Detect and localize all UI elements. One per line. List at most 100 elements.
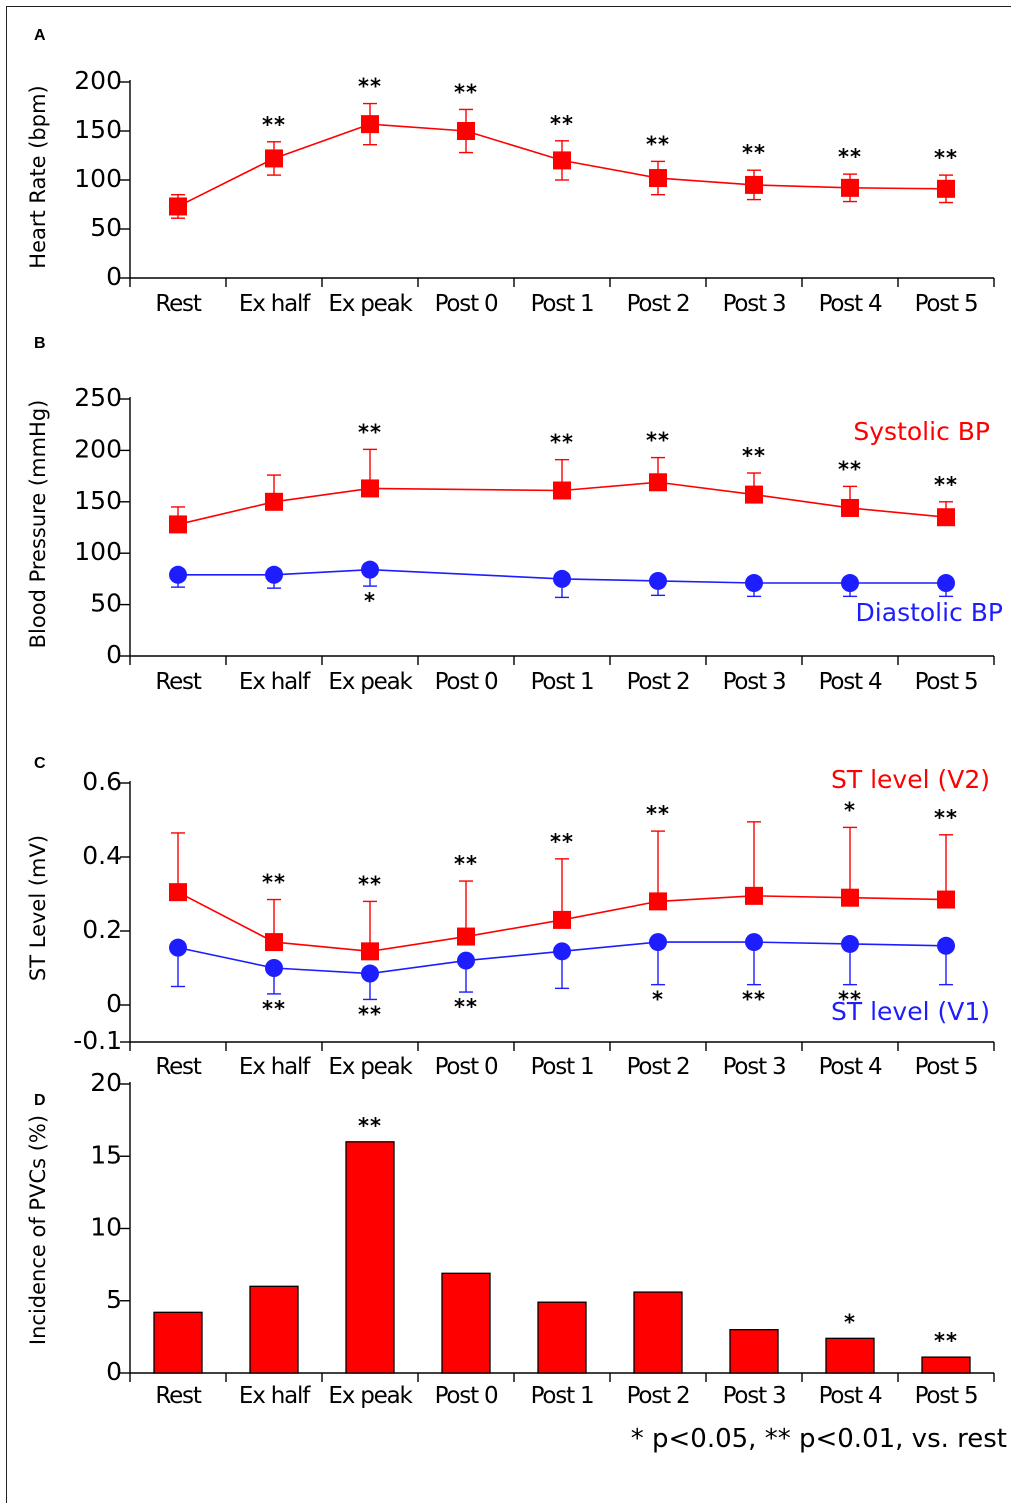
panel-a-x-tick-label: Rest [155, 291, 201, 317]
panel-d-plot: 0 5 10 15 20 Rest Ex half Ex peak Post 0 Post 1 Po… [90, 1068, 995, 1409]
panel-b-x-tick-label: Post 1 [531, 669, 594, 695]
panel-d-x-tick-label: Post 5 [915, 1383, 978, 1409]
panel-c-point [937, 890, 955, 909]
panel-c-series-label: ST level (V2) [831, 765, 990, 794]
panel-a-plot: 0 50 100 150 200 Rest Ex half Ex peak Post 0 Post… [74, 66, 995, 317]
panel-b-series-label: Diastolic BP [856, 598, 1003, 627]
panel-b-series-label: Systolic BP [853, 417, 990, 446]
panel-d-x-tick-label: Post 2 [627, 1383, 690, 1409]
panel-a-y-tick-label: 200 [74, 66, 122, 95]
panel-b-sig-label: ** [838, 457, 862, 481]
panel-c-point [553, 942, 571, 961]
panel-a-x-tick-label: Post 5 [915, 291, 978, 317]
panel-d-sig-label: * [844, 1310, 856, 1334]
panel-c-sig-label: ** [358, 1002, 382, 1026]
panel-b-x-tick-label: Post 4 [819, 669, 882, 695]
panel-b-point [745, 485, 763, 504]
panel-b-x-tick-label: Ex half [239, 669, 311, 695]
panel-c-sig-label: ** [262, 997, 286, 1021]
panel-b-x-tick-label: Post 2 [627, 669, 690, 695]
panel-a-x-tick-label: Post 3 [723, 291, 786, 317]
panel-a-x-tick-label: Post 2 [627, 291, 690, 317]
panel-b-ylabel: Blood Pressure (mmHg) [26, 400, 50, 649]
panel-b-sig-label: ** [742, 444, 766, 468]
panel-b-point [361, 479, 379, 498]
panel-b-letter: B [34, 335, 46, 352]
panel-a: A Heart Rate (bpm) 0 50 100 150 200 Rest Ex ha… [26, 27, 995, 317]
panel-d-y-tick-label: 0 [106, 1357, 122, 1386]
panel-b-point [649, 571, 667, 590]
panel-d-x-tick-label: Ex half [239, 1383, 311, 1409]
panel-a-y-tick-label: 150 [74, 115, 122, 144]
panel-b-sig-label: ** [358, 420, 382, 444]
panel-b-y-tick-label: 0 [106, 640, 122, 669]
panel-d-y-tick-label: 5 [106, 1285, 122, 1314]
panel-d-x-tick-label: Rest [155, 1383, 201, 1409]
panel-a-sig-label: ** [454, 80, 478, 104]
panel-a-y-tick-label: 50 [90, 213, 122, 242]
panel-c-point [265, 933, 283, 952]
panel-c-y-tick-label: 0 [106, 989, 122, 1018]
panel-d-bar [345, 1141, 395, 1374]
panel-d-bar [921, 1356, 971, 1374]
panel-c-series-label: ST level (V1) [831, 997, 990, 1026]
panel-c-sig-label: ** [550, 830, 574, 854]
panel-a-point [553, 151, 571, 170]
panel-c-point [361, 942, 379, 961]
panel-a-y-tick-label: 100 [74, 164, 122, 193]
panel-a-sig-label: ** [550, 112, 574, 136]
panel-c-point [553, 910, 571, 929]
panel-c-point [841, 888, 859, 907]
panel-c-x-tick-label: Post 4 [819, 1054, 882, 1080]
panel-c-x-tick-label: Post 3 [723, 1054, 786, 1080]
panel-c-point [265, 959, 283, 977]
panel-a-sig-label: ** [742, 141, 766, 165]
panel-c-x-tick-label: Post 0 [435, 1054, 498, 1080]
panel-b-point [841, 574, 859, 593]
panel-a-point [937, 179, 955, 198]
panel-d-sig-label: ** [358, 1114, 382, 1138]
panel-d-x-tick-label: Post 1 [531, 1383, 594, 1409]
panel-a-point [169, 197, 187, 216]
panel-b-point [553, 569, 571, 588]
panel-d-x-tick-label: Post 3 [723, 1383, 786, 1409]
panel-b-x-tick-label: Post 0 [435, 669, 498, 695]
panel-a-point [745, 175, 763, 194]
panel-b-point [169, 565, 187, 584]
significance-footnote: * p<0.05, ** p<0.01, vs. rest [630, 1424, 1007, 1454]
panel-c-sig-label: ** [454, 852, 478, 876]
panel-b-y-tick-label: 150 [74, 486, 122, 515]
panel-b-x-tick-label: Rest [155, 669, 201, 695]
panel-d-bar [537, 1301, 587, 1374]
panel-b-series-line [178, 568, 946, 584]
panel-b: B Blood Pressure (mmHg) 0 50 100 150 200 250 R… [26, 335, 1003, 695]
panel-c-point [361, 964, 379, 983]
panel-d-x-tick-label: Post 0 [435, 1383, 498, 1409]
panel-c-sig-label: ** [838, 988, 862, 1012]
panel-d-bar [441, 1272, 491, 1374]
panel-c-letter: C [34, 755, 46, 772]
panel-d-y-tick-label: 15 [90, 1140, 122, 1169]
panel-b-y-tick-label: 250 [74, 383, 122, 412]
panel-a-sig-label: ** [934, 146, 958, 170]
panel-d: D Incidence of PVCs (%) 0 5 10 15 20 Rest Ex h… [26, 1068, 995, 1409]
panel-d-y-tick-label: 20 [90, 1068, 122, 1097]
panel-a-y-tick-label: 0 [106, 262, 122, 291]
panel-c-x-tick-label: Post 5 [915, 1054, 978, 1080]
panel-c-point [745, 886, 763, 905]
panel-c-point [649, 892, 667, 911]
panel-c-sig-label: * [652, 988, 664, 1012]
panel-a-sig-label: ** [838, 145, 862, 169]
panel-c-sig-label: ** [358, 872, 382, 896]
panel-b-point [361, 560, 379, 579]
panel-c-y-tick-label: 0.4 [82, 841, 122, 870]
panel-b-plot: 0 50 100 150 200 250 Rest Ex half Ex peak Post 0 P… [74, 383, 1003, 695]
panel-b-point [937, 508, 955, 527]
panel-c: C ST Level (mV) -0.1 0 0.2 0.4 0.6 Rest Ex hal… [26, 755, 995, 1080]
panel-b-series-line [177, 481, 947, 526]
panel-b-y-tick-label: 50 [90, 589, 122, 618]
panel-c-y-tick-label: 0.2 [82, 915, 122, 944]
panel-c-point [457, 927, 475, 946]
panel-b-sig-label: ** [934, 473, 958, 497]
panel-c-x-tick-label: Ex peak [328, 1054, 413, 1080]
